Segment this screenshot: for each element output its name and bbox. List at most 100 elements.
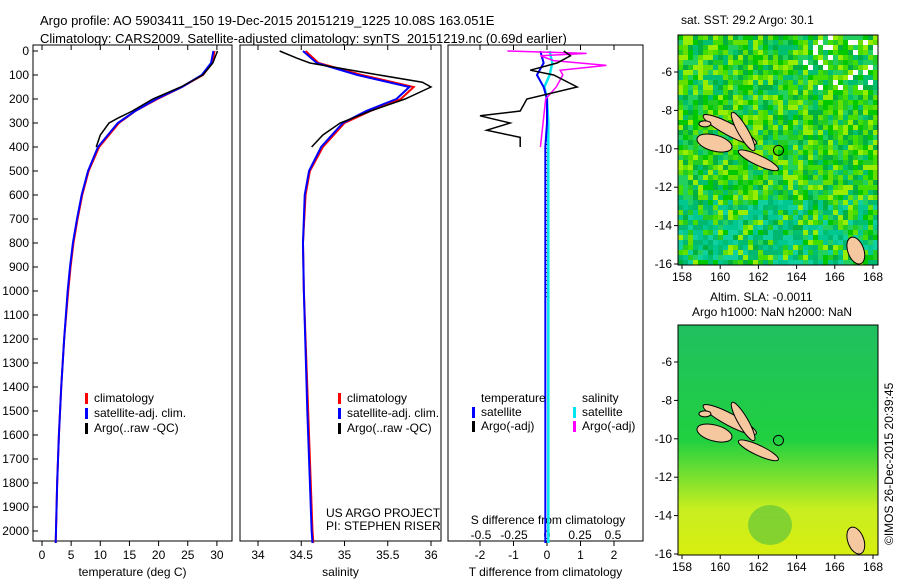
salinity-frame	[239, 44, 442, 542]
sst-pixel	[783, 120, 788, 125]
sst-pixel	[873, 250, 878, 255]
sst-pixel	[698, 175, 703, 180]
sst-pixel	[743, 190, 748, 195]
sst-pixel	[788, 115, 793, 120]
sst-pixel	[693, 195, 698, 200]
sst-pixel	[708, 240, 713, 245]
sst-pixel	[723, 95, 728, 100]
sst-pixel	[868, 50, 873, 55]
sst-pixel	[728, 230, 733, 235]
sst-pixel	[863, 70, 868, 75]
sst-pixel	[738, 255, 743, 260]
sst-pixel	[868, 150, 873, 155]
sst-pixel	[808, 70, 813, 75]
sst-pixel	[678, 40, 683, 45]
sst-pixel	[753, 95, 758, 100]
sst-pixel	[838, 125, 843, 130]
sst-pixel	[848, 215, 853, 220]
lon-tick-label: 164	[787, 270, 807, 284]
sst-pixel	[758, 210, 763, 215]
sst-pixel	[678, 185, 683, 190]
sst-pixel	[733, 145, 738, 150]
sst-pixel	[828, 65, 833, 70]
sst-pixel	[873, 120, 878, 125]
sst-pixel	[713, 195, 718, 200]
lon-tick-label: 164	[787, 560, 807, 574]
sst-pixel	[818, 155, 823, 160]
sst-pixel	[713, 150, 718, 155]
sst-pixel	[723, 50, 728, 55]
sst-pixel	[693, 65, 698, 70]
sst-pixel	[858, 60, 863, 65]
x-tick-label: 5	[68, 548, 75, 562]
sst-pixel	[688, 205, 693, 210]
sst-pixel	[693, 240, 698, 245]
sst-pixel	[678, 145, 683, 150]
sst-pixel	[783, 185, 788, 190]
sst-pixel	[798, 50, 803, 55]
sst-pixel	[863, 215, 868, 220]
sst-pixel	[843, 80, 848, 85]
sst-pixel	[738, 200, 743, 205]
sst-pixel	[848, 205, 853, 210]
sst-pixel	[703, 210, 708, 215]
sst-pixel	[783, 85, 788, 90]
argo-position-marker	[772, 144, 784, 156]
sst-pixel	[873, 185, 878, 190]
sst-pixel	[703, 50, 708, 55]
sst-pixel	[798, 220, 803, 225]
sst-pixel	[688, 90, 693, 95]
sst-pixel	[708, 160, 713, 165]
sst-pixel	[778, 135, 783, 140]
sst-pixel	[768, 115, 773, 120]
sst-pixel	[778, 105, 783, 110]
sst-pixel	[838, 155, 843, 160]
sst-pixel	[768, 65, 773, 70]
sst-pixel	[828, 220, 833, 225]
sst-pixel	[708, 195, 713, 200]
sst-pixel	[828, 260, 833, 265]
sst-pixel	[723, 105, 728, 110]
sst-pixel	[818, 90, 823, 95]
sst-pixel	[808, 150, 813, 155]
sst-pixel	[793, 160, 798, 165]
sst-pixel	[823, 170, 828, 175]
sst-pixel	[813, 140, 818, 145]
sst-pixel	[738, 160, 743, 165]
sst-pixel	[853, 45, 858, 50]
sst-pixel	[843, 35, 848, 40]
sst-pixel	[678, 35, 683, 40]
sst-pixel	[793, 190, 798, 195]
sst-pixel	[828, 210, 833, 215]
sst-pixel	[748, 260, 753, 265]
sst-pixel	[798, 115, 803, 120]
sst-pixel	[703, 230, 708, 235]
sst-pixel	[713, 130, 718, 135]
sst-pixel	[873, 135, 878, 140]
sst-pixel	[808, 60, 813, 65]
lon-tick-label: 162	[748, 270, 768, 284]
sst-pixel	[718, 185, 723, 190]
sst-pixel	[873, 115, 878, 120]
sst-pixel	[733, 70, 738, 75]
sst-pixel	[768, 90, 773, 95]
sst-pixel	[723, 180, 728, 185]
island	[846, 236, 866, 265]
sst-pixel	[743, 200, 748, 205]
sst-pixel	[688, 55, 693, 60]
sst-pixel	[758, 200, 763, 205]
sst-pixel	[743, 215, 748, 220]
sst-pixel	[853, 100, 858, 105]
sst-pixel	[698, 70, 703, 75]
sst-pixel	[873, 40, 878, 45]
sst-pixel	[788, 225, 793, 230]
sst-pixel	[768, 35, 773, 40]
sst-pixel	[738, 260, 743, 265]
sst-pixel	[678, 165, 683, 170]
sst-pixel	[723, 255, 728, 260]
sst-pixel	[803, 105, 808, 110]
sst-pixel	[723, 175, 728, 180]
sst-pixel	[708, 65, 713, 70]
sst-pixel	[783, 150, 788, 155]
sst-pixel	[778, 185, 783, 190]
